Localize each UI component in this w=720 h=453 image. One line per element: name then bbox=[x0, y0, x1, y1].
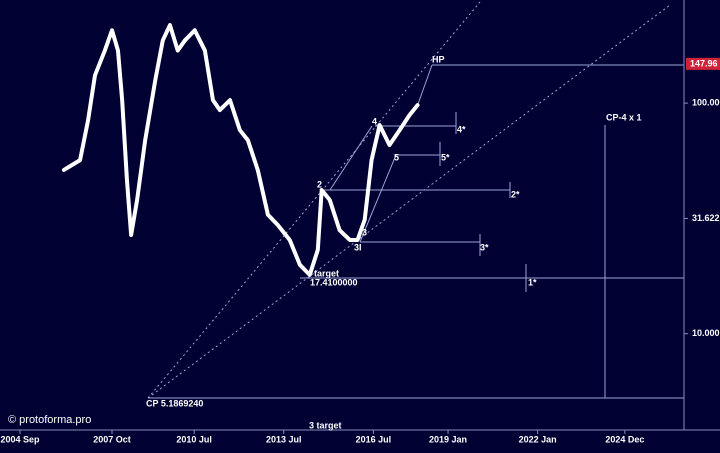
x-tick-label: 2007 Oct bbox=[93, 434, 131, 444]
annotation: 5* bbox=[441, 152, 450, 162]
trend-line bbox=[147, 4, 671, 399]
annotation: 17.4100000 bbox=[310, 277, 358, 287]
annotation: 3I bbox=[354, 242, 362, 252]
wave-line bbox=[359, 154, 397, 243]
annotation: 4* bbox=[457, 124, 466, 134]
annotation: © protoforma.pro bbox=[8, 414, 91, 426]
price-marker-label: 147.96 bbox=[690, 58, 718, 68]
x-tick-label: 2019 Jan bbox=[429, 434, 467, 444]
price-line bbox=[61, 23, 420, 277]
trend-line bbox=[147, 1, 481, 399]
x-tick-label: 2004 Sep bbox=[0, 434, 40, 444]
annotation: 3 bbox=[362, 227, 367, 237]
price-marker bbox=[686, 57, 720, 70]
drawing-tools bbox=[147, 1, 684, 399]
annotation: 3* bbox=[480, 242, 489, 252]
annotation: 5 bbox=[394, 152, 399, 162]
annotation: HP bbox=[432, 54, 445, 64]
x-tick-label: 2016 Jul bbox=[356, 434, 392, 444]
annotation: 4 bbox=[372, 116, 377, 126]
x-tick-label: 2022 Jan bbox=[519, 434, 557, 444]
y-tick-label: 10.000 bbox=[692, 328, 720, 338]
x-tick-label: 2010 Jul bbox=[176, 434, 212, 444]
y-tick-label: 100.000 bbox=[692, 97, 720, 107]
annotation: 3 target bbox=[309, 420, 342, 430]
annotation: 2* bbox=[511, 189, 520, 199]
x-tick-label: 2024 Dec bbox=[605, 434, 644, 444]
y-tick-label: 31.622 bbox=[692, 213, 720, 223]
wave-line bbox=[329, 125, 373, 191]
annotation: 2 bbox=[317, 179, 322, 189]
annotation: 1* bbox=[528, 277, 537, 287]
annotation: CP-4 x 1 bbox=[606, 112, 642, 122]
plot: 10.000 31.622 100.000 2004 Sep 2007 Oct 2010 … bbox=[0, 23, 720, 444]
annotation: CP 5.1869240 bbox=[146, 398, 203, 408]
hp-line bbox=[417, 64, 433, 105]
x-tick-label: 2013 Jul bbox=[266, 434, 302, 444]
annotation: target bbox=[314, 268, 339, 278]
